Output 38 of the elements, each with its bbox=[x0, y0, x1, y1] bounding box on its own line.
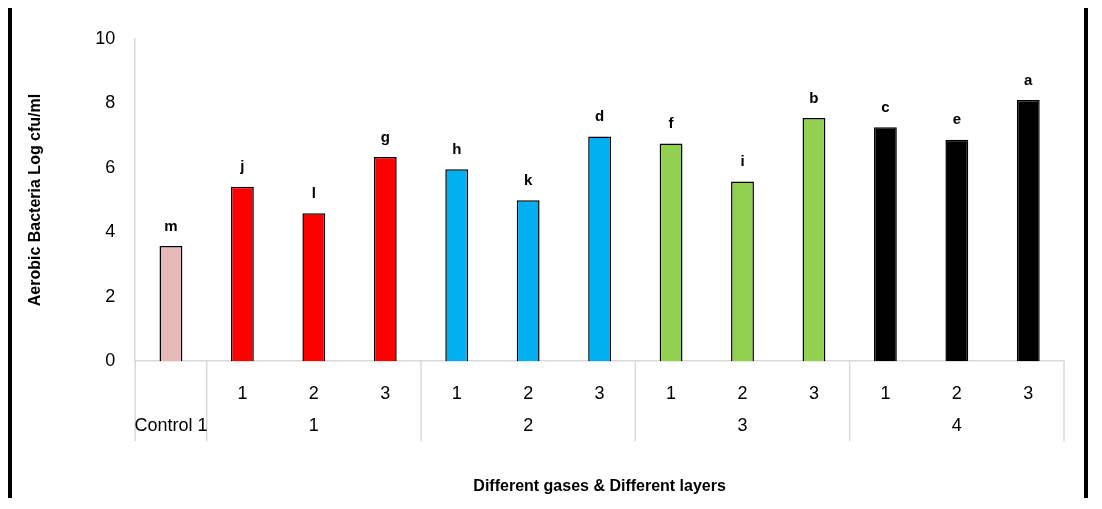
y-tick-label: 4 bbox=[105, 221, 116, 242]
data-label: i bbox=[740, 152, 745, 170]
data-label: k bbox=[523, 170, 533, 188]
data-label: f bbox=[668, 114, 675, 132]
text: 1 bbox=[308, 415, 319, 436]
x-tick-label: 2 bbox=[951, 382, 962, 403]
text: 3 bbox=[737, 415, 748, 436]
data-label: g bbox=[380, 127, 390, 145]
y-tick-label: 8 bbox=[105, 92, 116, 113]
data-label: e bbox=[952, 110, 962, 128]
y-tick-label: 6 bbox=[105, 156, 116, 177]
x-tick-label: 2 bbox=[737, 382, 748, 403]
y-tick-label: 2 bbox=[105, 285, 116, 306]
data-label: l bbox=[311, 183, 316, 201]
data-label: b bbox=[809, 88, 819, 106]
text: Control 1 bbox=[134, 415, 208, 436]
x-tick-label: 2 bbox=[523, 382, 534, 403]
text: 2 bbox=[523, 415, 534, 436]
data-label: j bbox=[239, 157, 245, 175]
data-label: a bbox=[1024, 70, 1034, 88]
text: 4 bbox=[951, 415, 962, 436]
y-axis-title: Aerobic Bacteria Log cfu/ml bbox=[26, 93, 44, 307]
data-label: d bbox=[595, 107, 605, 125]
x-tick-label: 3 bbox=[808, 382, 819, 403]
x-tick-label: 1 bbox=[666, 382, 677, 403]
x-tick-label: 1 bbox=[451, 382, 462, 403]
x-tick-label: 2 bbox=[308, 382, 319, 403]
y-tick-label: 0 bbox=[105, 350, 116, 371]
x-tick-label: 3 bbox=[380, 382, 391, 403]
data-label: h bbox=[452, 140, 462, 158]
x-tick-label: 3 bbox=[1023, 382, 1034, 403]
data-label: c bbox=[881, 97, 890, 115]
x-tick-label: 3 bbox=[594, 382, 605, 403]
x-tick-label: 1 bbox=[237, 382, 248, 403]
data-label: m bbox=[164, 216, 178, 234]
y-tick-label: 10 bbox=[95, 27, 116, 48]
x-axis-title: Different gases & Different layers bbox=[473, 476, 726, 494]
x-tick-label: 1 bbox=[880, 382, 891, 403]
